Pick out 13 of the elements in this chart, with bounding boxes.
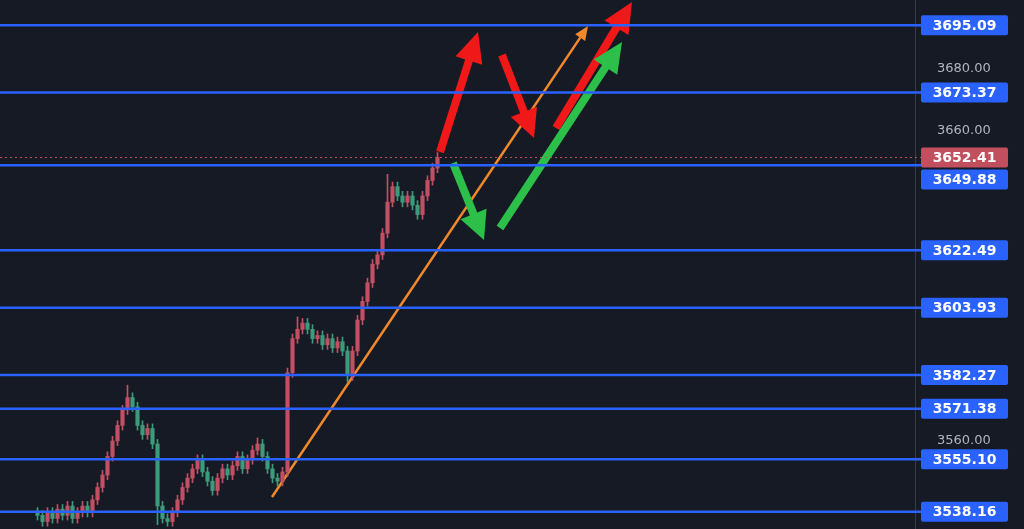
ref-line-label: 3695.09 bbox=[932, 16, 997, 33]
ref-line-label: 3649.88 bbox=[932, 171, 997, 188]
ref-line-label: 3622.49 bbox=[932, 241, 997, 258]
y-tick-label: 3660.00 bbox=[937, 122, 991, 138]
ref-line-label: 3603.93 bbox=[932, 299, 997, 316]
y-tick-label: 3560.00 bbox=[937, 432, 991, 448]
ref-line-label: 3555.10 bbox=[932, 450, 997, 467]
ref-line-label: 3652.41 bbox=[932, 149, 997, 166]
ref-line-label: 3571.38 bbox=[932, 400, 997, 417]
ref-line-label: 3673.37 bbox=[932, 84, 997, 101]
y-tick-label: 3680.00 bbox=[937, 60, 991, 76]
ref-line-label: 3582.27 bbox=[932, 366, 997, 383]
ref-line-label: 3538.16 bbox=[932, 503, 997, 520]
